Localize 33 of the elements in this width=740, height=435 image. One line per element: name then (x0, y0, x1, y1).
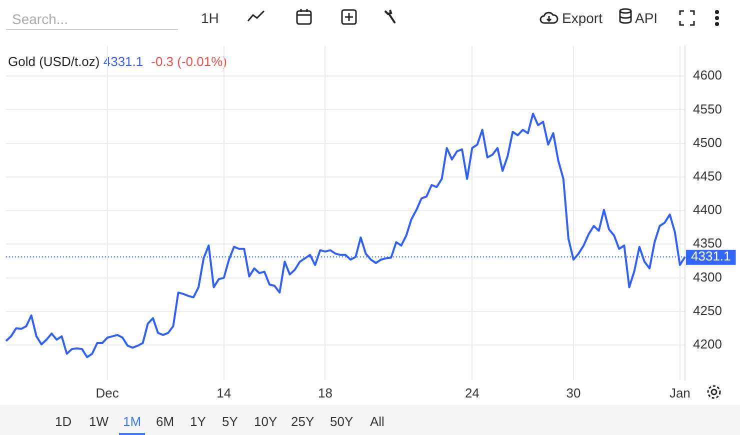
y-tick-label: 4300 (693, 269, 722, 284)
ref-line-label: 4331.1 (691, 248, 731, 264)
x-tick-label: Jan (669, 385, 690, 400)
text: 50Y (330, 414, 354, 429)
text: 6M (156, 414, 174, 429)
x-tick-label: 30 (566, 385, 581, 400)
y-tick-label: 4500 (693, 134, 722, 150)
text: Gold (USD/t.oz) (8, 54, 100, 69)
y-tick-label: 4400 (693, 202, 722, 218)
x-tick-label: 24 (464, 385, 480, 400)
text: 1M (119, 414, 146, 435)
text: 1Y (190, 414, 206, 429)
y-tick-label: 4250 (693, 302, 722, 318)
x-tick-label: 14 (216, 385, 232, 400)
text: Export (562, 10, 602, 26)
y-tick-label: 4200 (693, 336, 722, 352)
text: 1H (201, 10, 219, 26)
text: All (370, 414, 384, 429)
text: 25Y (291, 414, 314, 429)
text: Search... (6, 6, 178, 30)
annotation: 4331.1 (102, 54, 144, 69)
y-tick-label: 4450 (693, 168, 722, 184)
text: 1W (89, 414, 108, 429)
text: 10Y (254, 414, 278, 429)
text: 1D (55, 414, 72, 429)
x-tick-label: 18 (318, 385, 332, 400)
x-tick-label: Dec (96, 385, 120, 400)
y-tick-label: 4550 (693, 101, 722, 116)
annotation: -0.3 (-0.01%) (151, 54, 227, 69)
text: API (635, 10, 658, 26)
y-tick-label: 4600 (693, 68, 722, 83)
y-tick-label: 4350 (693, 236, 722, 251)
text: 5Y (222, 414, 238, 429)
